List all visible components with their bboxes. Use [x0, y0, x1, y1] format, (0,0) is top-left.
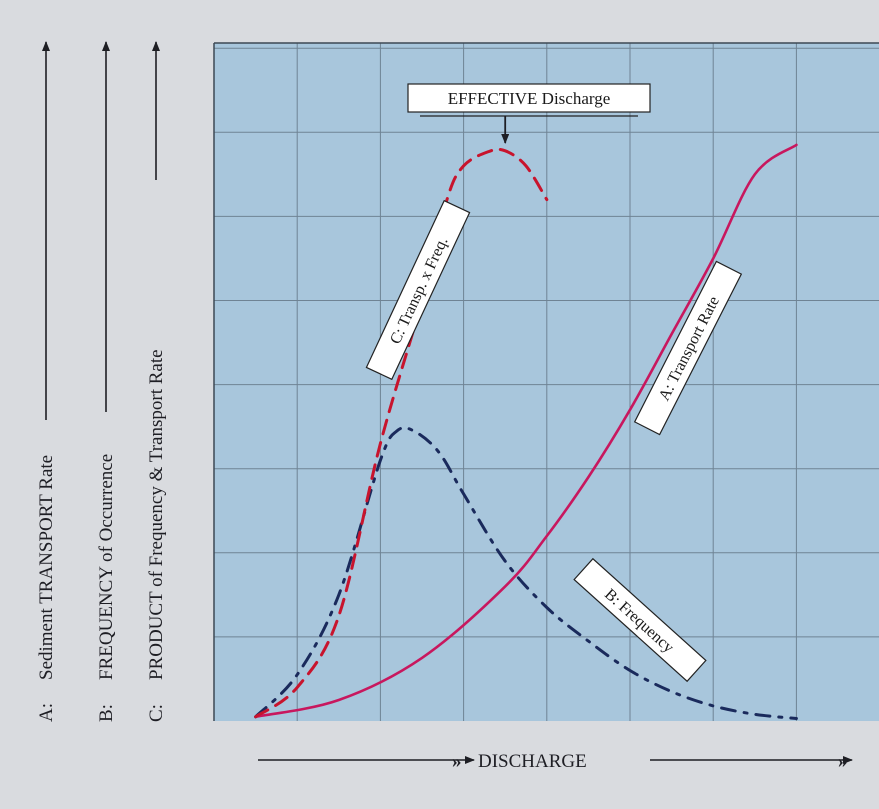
annotation-text: EFFECTIVE Discharge — [448, 89, 611, 108]
y-axis-label-b: B: FREQUENCY of Occurrence — [96, 41, 117, 722]
x-axis-double-chevron: » — [452, 751, 462, 772]
y-axis-label-b-text: FREQUENCY of Occurrence — [96, 454, 117, 680]
x-axis-label: DISCHARGE — [478, 751, 587, 772]
annotation-box — [407, 83, 651, 113]
y-axis-label-a-text: Sediment TRANSPORT Rate — [36, 455, 57, 680]
label-frequency-box — [573, 557, 707, 683]
y-axis-label-c-text: PRODUCT of Frequency & Transport Rate — [146, 349, 167, 680]
y-axis-label-c-prefix: C: — [146, 704, 167, 722]
x-axis-label-group: » DISCHARGE » — [258, 751, 853, 772]
y-axis-label-a-prefix: A: — [36, 703, 57, 722]
series-frequency — [254, 426, 798, 720]
y-axis-label-b-prefix: B: — [96, 704, 117, 722]
y-axis-label-c: C: PRODUCT of Frequency & Transport Rate — [146, 41, 167, 722]
y-axis-label-a: A: Sediment TRANSPORT Rate — [36, 41, 57, 722]
label-transport-box — [633, 260, 743, 436]
grid — [214, 43, 879, 721]
label-product-box — [365, 199, 471, 381]
effective-discharge-annotation: EFFECTIVE Discharge — [407, 83, 651, 144]
series-transport-rate — [254, 143, 798, 719]
x-axis-double-chevron-right: » — [838, 751, 848, 772]
